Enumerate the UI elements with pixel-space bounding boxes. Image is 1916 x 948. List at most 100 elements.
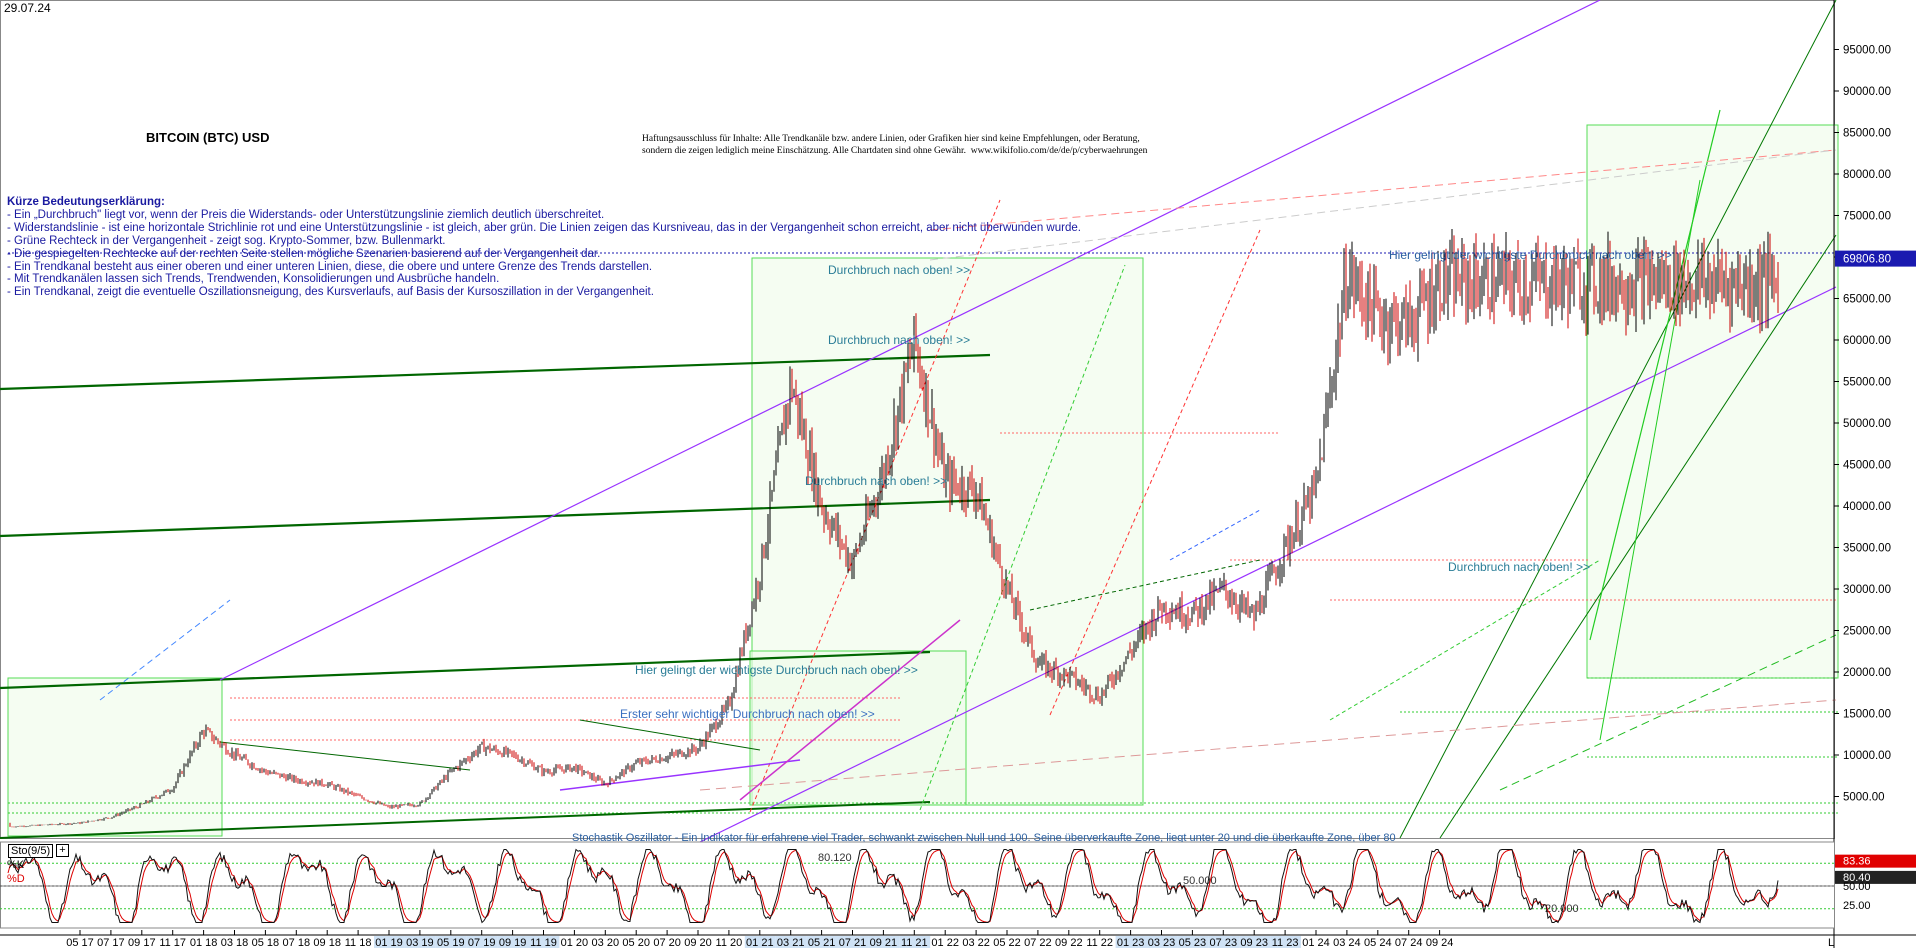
trend-line [0,801,931,839]
time-tick-label: 05 22 [993,937,1021,948]
time-tick-label: 01 22 [931,937,959,948]
price-tick-label: 90000.00 [1843,86,1891,98]
time-tick-label: 07 20 [653,937,681,948]
time-tick-label: 01 24 [1302,937,1330,948]
price-tick-label: 65000.00 [1843,294,1891,306]
trend-line [929,149,1837,261]
price-candles [9,228,1779,828]
bull-zone-rect [7,677,223,837]
annotation-breakout: Durchbruch nach oben! >> [805,474,948,488]
time-axis: 05 17 07 17 09 17 11 17 01 18 03 18 05 18 07 18… [0,930,1916,948]
oscillator-k-label: %K [7,859,25,871]
time-tick-label: 09 18 [313,937,341,948]
time-tick-label: 07 24 [1395,937,1423,948]
oscillator-title[interactable]: Sto(9/5) [8,844,54,858]
time-tick-label: 11 23 [1272,937,1299,948]
d-value-badge [1835,870,1916,884]
time-tick-label: 11 21 [901,937,928,948]
trend-line [99,599,231,701]
time-tick-label: 07 22 [1024,937,1052,948]
time-tick-label: 03 24 [1333,937,1361,948]
trend-line [919,264,1126,811]
bull-market-zones [0,0,1839,839]
time-tick-label: 01 19 [375,937,403,948]
k-value-label: 83.36 [1843,856,1871,868]
time-tick-label: 05 17 [66,937,94,948]
time-tick-label: 01 20 [561,937,589,948]
time-tick-label: 03 20 [592,937,620,948]
time-tick-label: 01 21 [746,937,774,948]
price-tick-label: 10000.00 [1843,750,1891,762]
time-axis-year-band [775,936,807,948]
oscillator-d-label: %D [7,873,25,885]
oscillator-d-line [7,849,1779,923]
price-tick-label: 5000.00 [1843,792,1885,804]
oscillator-expand-icon[interactable]: + [56,844,69,857]
price-tick-label: 85000.00 [1843,128,1891,140]
price-tick-label: 80000.00 [1843,169,1891,181]
time-tick-label: 05 19 [437,937,465,948]
time-axis-year-band [374,936,405,948]
oscillator-frame [0,841,1835,929]
trend-line [749,199,1001,813]
time-tick-label: 07 19 [468,937,496,948]
oscillator-level-label: 80.120 [818,852,852,864]
legend-title: Kürze Bedeutungserklärung: [7,196,165,208]
trend-line [1029,559,1261,611]
time-tick-label: 05 24 [1364,937,1392,948]
time-axis-year-band [466,936,498,948]
time-axis-end-label: L [1828,937,1834,948]
legend-line: - Ein Trendkanal besteht aus einer obere… [7,260,653,273]
time-tick-label: 11 20 [716,937,743,948]
disclaimer: Haftungsausschluss für Inhalte: Alle Tre… [642,133,1147,157]
time-tick-label: 11 18 [345,937,372,948]
time-tick-label: 09 20 [684,937,712,948]
chart-title: BITCOIN (BTC) USD [146,130,270,145]
chart-date: 29.07.24 [4,1,51,15]
time-axis-year-band [497,936,529,948]
legend: Kürze Bedeutungserklärung: - Ein „Durchb… [7,196,1081,299]
time-tick-label: 03 19 [406,937,434,948]
time-tick-label: 01 18 [190,937,218,948]
annotation-breakout: Durchbruch nach oben! >> [828,263,971,277]
trend-line [1589,109,1721,641]
time-tick-label: 09 17 [128,937,156,948]
time-axis-year-band [806,936,838,948]
legend-line: - Ein „Durchbruch" liegt vor, wenn der P… [7,208,605,221]
time-tick-label: 05 20 [622,937,650,948]
trend-line [1169,509,1261,561]
d-value-label: 80.40 [1843,872,1871,884]
price-tick-label: 50000.00 [1843,418,1891,430]
time-tick-label: 05 23 [1179,937,1207,948]
annotation-key-breakout: Hier gelingt der wichtigste Durchbruch n… [1389,248,1672,262]
time-tick-label: 03 22 [962,937,990,948]
price-tick-label: 75000.00 [1843,211,1891,223]
trend-line [1599,179,1701,741]
legend-line: - Widerstandslinie - ist eine horizontal… [7,221,1081,234]
time-axis-year-band [1208,936,1240,948]
oscillator-level-label: 50.000 [1183,875,1217,887]
oscillator-tick-label: 50.00 [1843,881,1871,893]
trend-line [739,619,961,801]
trend-line [1439,234,1837,839]
time-axis-year-band [404,936,436,948]
time-tick-label: 11 19 [530,937,557,948]
time-tick-label: 03 23 [1148,937,1176,948]
time-tick-label: 09 21 [870,937,898,948]
time-tick-label: 05 18 [252,937,280,948]
oscillator-tick-label: 25.00 [1843,900,1871,912]
price-tick-label: 95000.00 [1843,45,1891,57]
price-tick-label: 35000.00 [1843,543,1891,555]
price-axis: 5000.00 10000.00 15000.00 20000.00 25000.00 3… [1833,0,1916,948]
trend-line [219,741,471,771]
current-price-label: 69806.80 [1843,254,1891,266]
trend-lines [0,0,1837,843]
trend-line [579,719,761,751]
disclaimer-line: Haftungsausschluss für Inhalte: Alle Tre… [642,134,1140,144]
trend-line [0,498,991,538]
annotation-breakout: Durchbruch nach oben! >> [828,333,971,347]
time-axis-year-band [899,936,931,948]
trend-line [0,353,991,391]
